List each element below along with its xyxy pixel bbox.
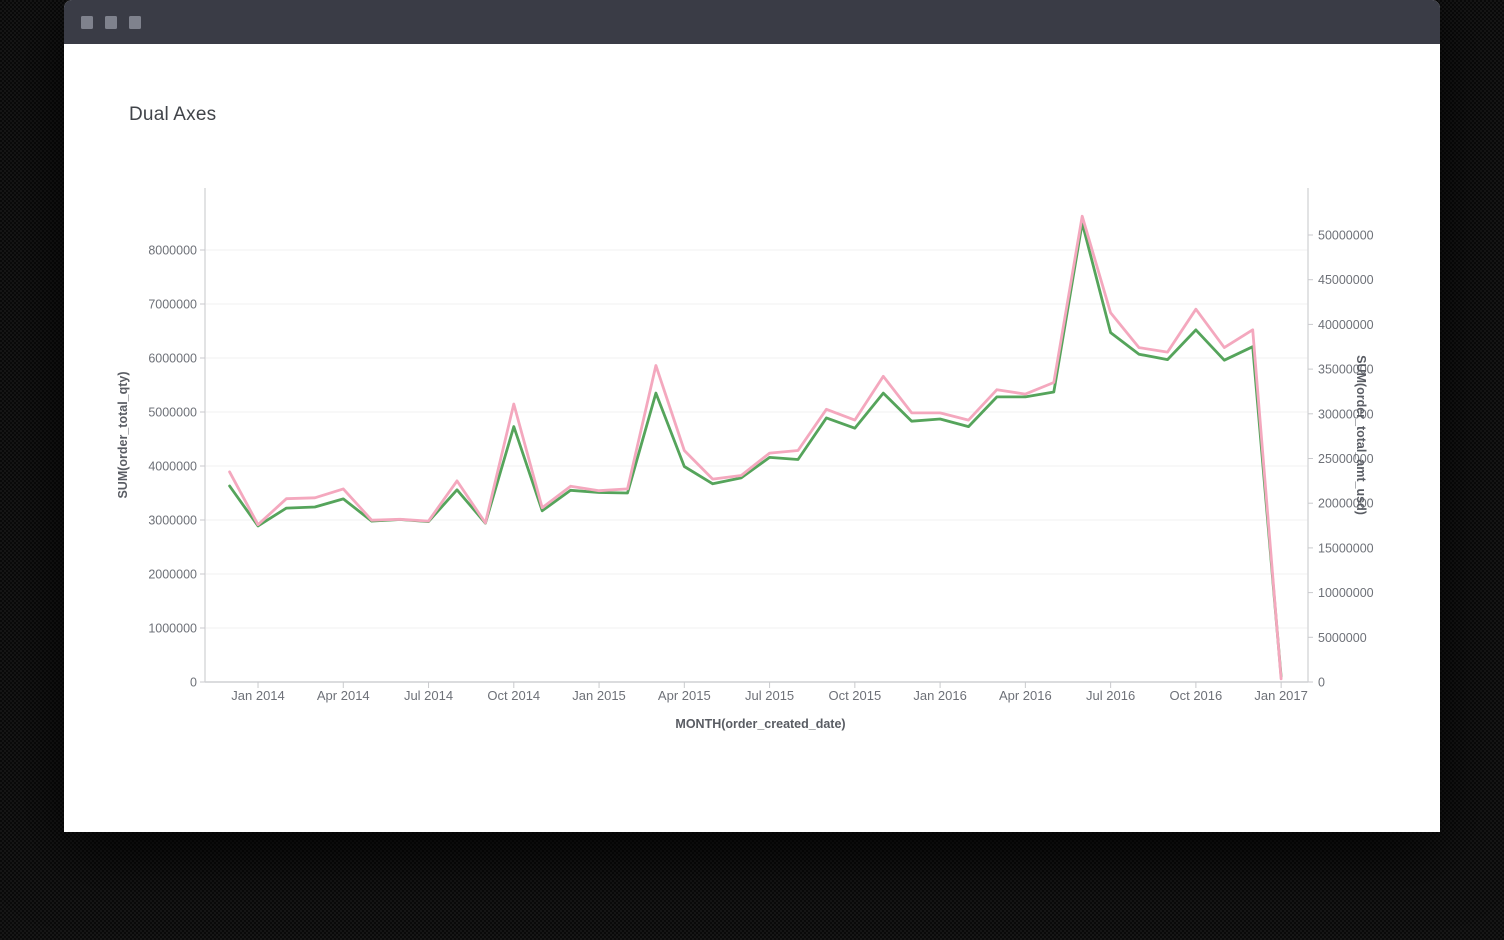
svg-text:30000000: 30000000: [1318, 407, 1374, 421]
svg-text:Jan 2017: Jan 2017: [1254, 688, 1308, 703]
svg-text:40000000: 40000000: [1318, 318, 1374, 332]
svg-text:3000000: 3000000: [148, 514, 197, 528]
svg-text:45000000: 45000000: [1318, 273, 1374, 287]
svg-text:Jan 2015: Jan 2015: [572, 688, 626, 703]
svg-text:Jul 2016: Jul 2016: [1086, 688, 1135, 703]
window-control-1-square-icon[interactable]: [81, 15, 93, 29]
svg-text:15000000: 15000000: [1318, 541, 1374, 555]
dual-axes-chart[interactable]: 0 1000000 2000000 3000000 4000000 5000000 6000…: [64, 0, 1440, 832]
svg-text:Apr 2016: Apr 2016: [999, 688, 1052, 703]
svg-text:50000000: 50000000: [1318, 229, 1374, 243]
window-title-bar: [64, 0, 1440, 44]
svg-text:2000000: 2000000: [148, 568, 197, 582]
svg-text:Oct 2016: Oct 2016: [1169, 688, 1222, 703]
svg-text:Apr 2015: Apr 2015: [658, 688, 711, 703]
x-axis-labels: Jan 2014 Apr 2014 Jul 2014 Oct 2014 Jan 2015…: [231, 682, 1308, 703]
svg-text:Jan 2016: Jan 2016: [913, 688, 967, 703]
svg-text:Jul 2014: Jul 2014: [404, 688, 453, 703]
y-axis-left-title: SUM(order_total_qty): [116, 371, 130, 498]
svg-text:20000000: 20000000: [1318, 497, 1374, 511]
svg-text:4000000: 4000000: [148, 460, 197, 474]
svg-text:5000000: 5000000: [1318, 631, 1367, 645]
svg-text:10000000: 10000000: [1318, 586, 1374, 600]
svg-text:8000000: 8000000: [148, 244, 197, 258]
svg-text:6000000: 6000000: [148, 352, 197, 366]
app-window: Dual Axes 0 1000000 2000000 3000000 4000000 5…: [64, 0, 1440, 832]
axis-lines: [204, 188, 1309, 683]
svg-text:Jul 2015: Jul 2015: [745, 688, 794, 703]
svg-text:Apr 2014: Apr 2014: [317, 688, 370, 703]
svg-text:Oct 2015: Oct 2015: [828, 688, 881, 703]
svg-text:25000000: 25000000: [1318, 452, 1374, 466]
svg-text:0: 0: [190, 676, 197, 690]
svg-text:1000000: 1000000: [148, 622, 197, 636]
svg-text:35000000: 35000000: [1318, 363, 1374, 377]
window-control-3-square-icon[interactable]: [129, 15, 141, 29]
svg-text:Jan 2014: Jan 2014: [231, 688, 285, 703]
y-axis-left-labels: 0 1000000 2000000 3000000 4000000 5000000 6000…: [148, 244, 205, 690]
x-axis-title: MONTH(order_created_date): [675, 717, 845, 731]
svg-text:5000000: 5000000: [148, 406, 197, 420]
svg-text:Oct 2014: Oct 2014: [487, 688, 540, 703]
y-axis-right-labels: 0 5000000 10000000 15000000 20000000 25000000…: [1308, 229, 1374, 690]
svg-text:0: 0: [1318, 676, 1325, 690]
amt-line: [228, 214, 1283, 681]
qty-line: [228, 221, 1283, 678]
chart-title: Dual Axes: [129, 104, 217, 125]
y-axis-right-title: SUM(order_total_amt_usd): [1354, 355, 1368, 515]
svg-text:7000000: 7000000: [148, 298, 197, 312]
window-control-2-square-icon[interactable]: [105, 15, 117, 29]
